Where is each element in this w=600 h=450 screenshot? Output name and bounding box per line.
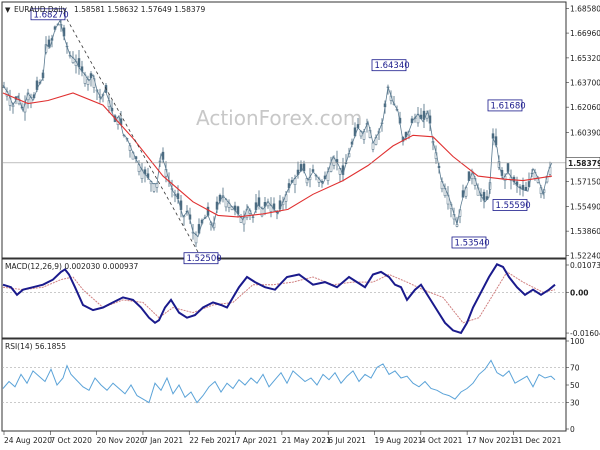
price-annotation-box [451, 236, 487, 249]
y-tick-label: 1.62060 [570, 103, 600, 112]
rsi-y-tick-label: 50 [570, 381, 580, 390]
y-tick-label: 1.53860 [570, 227, 600, 236]
x-tick-label: 31 Dec 2021 [513, 436, 561, 445]
y-tick-label: 1.60390 [570, 128, 600, 137]
y-tick-label: 1.63700 [570, 78, 600, 87]
macd-signal-line [2, 271, 556, 324]
rsi-header: RSI(14) 56.1855 [5, 342, 66, 351]
candle-body [371, 142, 375, 150]
candle-body [155, 183, 159, 188]
y-tick-label: 1.57150 [570, 177, 600, 186]
x-tick-label: 17 Nov 2021 [467, 436, 515, 445]
rsi-line [2, 359, 556, 404]
rsi-y-tick-label: 100 [570, 337, 585, 346]
price-annotation-box [487, 99, 523, 112]
current-price-label: 1.58379 [568, 159, 600, 168]
candle-body [152, 183, 156, 192]
price-annotation-label: 1.68270 [34, 10, 69, 20]
price-annotation-label: 1.53540 [455, 238, 490, 248]
macd-line [2, 263, 556, 335]
ohlc-values: 1.58581 1.58632 1.57649 1.58379 [74, 5, 205, 14]
x-tick-label: 22 Feb 2021 [189, 436, 236, 445]
macd-y-tick-label: 0.010735 [570, 261, 600, 270]
watermark: ActionForex.com [196, 106, 362, 130]
rsi-panel [1, 338, 567, 432]
x-tick-label: 20 Nov 2020 [97, 436, 145, 445]
price-annotation-box [371, 59, 407, 72]
x-tick-label: 6 Jul 2021 [328, 436, 366, 445]
price-annotation-label: 1.61680 [491, 101, 526, 111]
rsi-y-tick-label: 30 [570, 399, 580, 408]
x-tick-label: 21 May 2021 [282, 436, 331, 445]
price-annotation-box [30, 8, 66, 21]
x-tick-label: 24 Aug 2020 [4, 436, 52, 445]
candle-body [455, 224, 459, 227]
price-annotation-box [183, 252, 219, 265]
macd-panel [1, 258, 567, 339]
candle-body [194, 234, 198, 244]
x-tick-label: 7 Jan 2021 [143, 436, 183, 445]
y-tick-label: 1.52240 [570, 252, 600, 261]
macd-y-tick-label: 0.00 [570, 288, 589, 297]
y-tick-label: 1.66960 [570, 29, 600, 38]
x-tick-label: 4 Oct 2021 [421, 436, 463, 445]
rsi-y-tick-label: 70 [570, 363, 580, 372]
x-tick-label: 7 Oct 2020 [50, 436, 92, 445]
collapse-triangle-icon[interactable]: ▼ [5, 6, 11, 14]
y-tick-label: 1.65320 [570, 54, 600, 63]
candle-body [47, 39, 51, 48]
symbol-label: EURAUD,Daily [14, 5, 67, 14]
price-close-line [2, 19, 553, 238]
current-price-tag [565, 157, 600, 169]
candle-body [506, 163, 510, 172]
y-tick-label: 1.68580 [570, 5, 600, 14]
macd-y-tick-label: -0.016046 [570, 329, 600, 338]
rsi-y-tick-label: 0 [570, 425, 575, 434]
x-tick-label: 19 Aug 2021 [375, 436, 423, 445]
macd-header: MACD(12,26,9) 0.002030 0.000937 [5, 262, 139, 271]
price-annotation-box [492, 199, 528, 211]
x-tick-label: 7 Apr 2021 [236, 436, 278, 445]
price-annotation-label: 1.52500 [187, 254, 222, 264]
price-annotation-label: 1.64340 [375, 61, 410, 71]
y-tick-label: 1.55490 [570, 203, 600, 212]
candle-body [491, 133, 495, 139]
price-annotation-label: 1.55590 [496, 201, 531, 211]
price-panel [1, 1, 567, 259]
candle-body [206, 206, 210, 216]
